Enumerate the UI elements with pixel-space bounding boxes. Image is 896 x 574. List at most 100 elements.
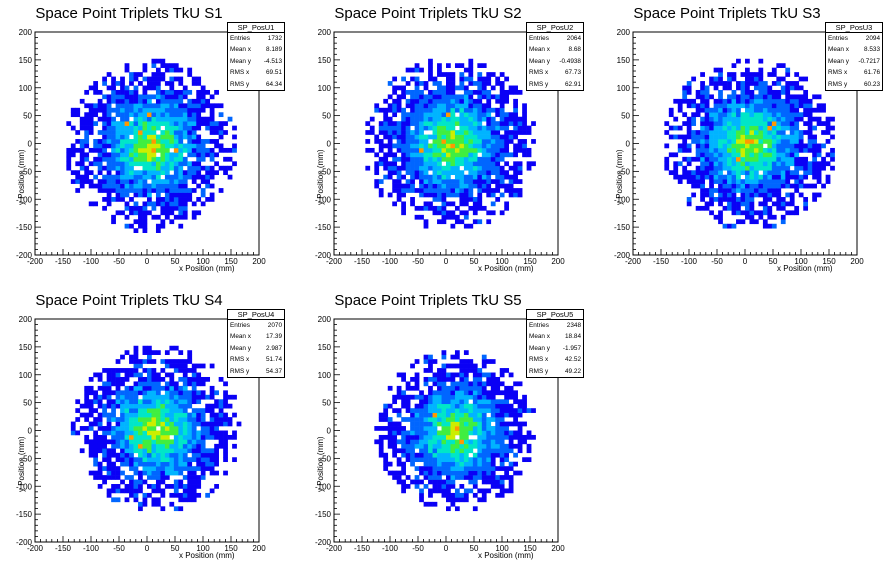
heatmap-cell [115, 197, 121, 202]
heatmap-cell [214, 121, 219, 126]
heatmap-cell [758, 139, 764, 144]
heatmap-cell [173, 143, 179, 149]
heatmap-cell [437, 161, 442, 167]
heatmap-cell [374, 107, 380, 113]
heatmap-cell [392, 399, 398, 405]
heatmap-cell [428, 434, 433, 440]
heatmap-cell [686, 197, 692, 202]
heatmap-cell [468, 430, 474, 436]
heatmap-cell [75, 139, 81, 144]
heatmap-cell [111, 121, 116, 126]
heatmap-cell [437, 421, 442, 427]
heatmap-cell [129, 408, 134, 413]
heatmap-cell [749, 152, 755, 158]
heatmap-cell [776, 98, 782, 104]
heatmap-cell [481, 488, 487, 494]
heatmap-cell [454, 439, 460, 445]
heatmap-cell [106, 488, 112, 494]
heatmap-cell [423, 121, 429, 126]
heatmap-cell [508, 85, 514, 91]
heatmap-cell [223, 156, 228, 162]
heatmap-cell [490, 372, 496, 378]
heatmap-cell [450, 94, 456, 100]
heatmap-cell [164, 448, 170, 454]
heatmap-cell [392, 408, 398, 413]
heatmap-cell [200, 103, 206, 109]
y-axis-label: y Position (mm) [316, 436, 325, 492]
heatmap-cell [160, 103, 166, 109]
heatmap-cell [405, 103, 411, 109]
heatmap-cell [160, 470, 166, 476]
heatmap-cell [740, 81, 746, 86]
heatmap-cell [70, 147, 76, 153]
heatmap-cell [758, 134, 764, 140]
heatmap-cell [450, 116, 456, 122]
heatmap-cell [410, 179, 415, 184]
heatmap-cell [205, 103, 211, 109]
heatmap-cell [138, 376, 143, 382]
heatmap-cell [740, 89, 746, 95]
heatmap-cell [106, 174, 112, 180]
heatmap-cell [499, 390, 505, 396]
heatmap-cell [173, 94, 179, 100]
heatmap-cell [191, 76, 197, 82]
heatmap-cell [459, 376, 465, 382]
heatmap-cell [218, 147, 224, 153]
heatmap-cell [169, 188, 175, 193]
heatmap-cell [789, 85, 795, 91]
heatmap-cell [70, 430, 76, 436]
heatmap-cell [437, 452, 442, 458]
heatmap-cell [173, 170, 179, 176]
heatmap-cell [441, 152, 447, 158]
heatmap-cell [419, 452, 424, 458]
heatmap-cell [673, 161, 679, 167]
heatmap-cell [120, 121, 125, 126]
heatmap-cell [749, 156, 755, 162]
heatmap-cell [378, 107, 384, 113]
heatmap-cell [504, 147, 510, 153]
heatmap-cell [187, 67, 193, 73]
heatmap-cell [178, 152, 184, 158]
heatmap-cell [749, 165, 755, 171]
heatmap-cell [151, 156, 157, 162]
heatmap-cell [780, 130, 786, 135]
heatmap-cell [106, 452, 112, 458]
heatmap-cell [75, 408, 81, 413]
heatmap-cell [437, 399, 442, 405]
heatmap-cell [736, 201, 741, 207]
heatmap-cell [508, 121, 514, 126]
heatmap-cell [111, 81, 116, 86]
heatmap-cell [365, 130, 371, 135]
heatmap-cell [780, 214, 786, 220]
heatmap-cell [495, 134, 501, 140]
y-tick-label: -50 [20, 454, 32, 463]
heatmap-cell [401, 192, 406, 198]
heatmap-cell [419, 156, 424, 162]
heatmap-cell [481, 412, 487, 418]
heatmap-cell [383, 466, 389, 471]
heatmap-cell [214, 484, 219, 489]
heatmap-cell [771, 170, 777, 176]
heatmap-cell [232, 412, 237, 418]
heatmap-cell [155, 72, 161, 77]
heatmap-cell [437, 479, 442, 485]
heatmap-cell [812, 94, 817, 100]
heatmap-cell [513, 461, 518, 467]
heatmap-cell [191, 439, 197, 445]
heatmap-cell [454, 350, 460, 355]
heatmap-cell [481, 165, 487, 171]
heatmap-cell [468, 466, 474, 471]
heatmap-cell [70, 421, 76, 427]
heatmap-cell [129, 143, 134, 149]
heatmap-cell [718, 161, 723, 167]
heatmap-cell [196, 430, 202, 436]
heatmap-cell [767, 210, 773, 216]
heatmap-cell [138, 179, 143, 184]
heatmap-cell [803, 174, 809, 180]
heatmap-cell [120, 426, 125, 431]
heatmap-cell [495, 430, 501, 436]
heatmap-cell [169, 390, 175, 396]
heatmap-cell [169, 412, 175, 418]
heatmap-cell [106, 461, 112, 467]
heatmap-cell [432, 98, 438, 104]
